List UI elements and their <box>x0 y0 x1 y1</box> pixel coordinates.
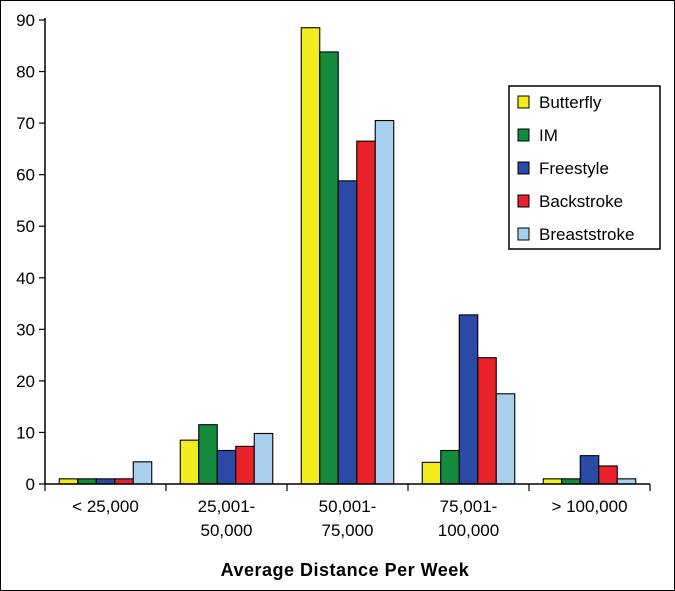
y-tick-label: 90 <box>16 11 35 30</box>
y-tick-label: 10 <box>16 423 35 442</box>
bar-butterfly-3 <box>300 27 321 485</box>
bar-breaststroke-5 <box>616 478 637 485</box>
bar-backstroke-4 <box>477 357 497 485</box>
y-tick-label: 50 <box>16 217 35 236</box>
bar-breaststroke-1 <box>132 461 153 485</box>
x-tick-label: 25,001- <box>198 497 256 516</box>
bar-backstroke-2 <box>235 445 255 485</box>
legend-swatch-freestyle <box>517 161 530 175</box>
legend-swatch-im <box>517 128 530 142</box>
bar-backstroke-5 <box>598 465 618 485</box>
bar-freestyle-2 <box>216 449 237 485</box>
bar-freestyle-1 <box>95 478 116 485</box>
bar-im-3 <box>319 51 339 485</box>
legend-swatch-breaststroke <box>517 227 530 241</box>
bar-im-1 <box>77 478 97 485</box>
x-tick-label: 75,000 <box>322 521 374 540</box>
x-tick-label: > 100,000 <box>551 497 627 516</box>
bar-backstroke-3 <box>356 140 376 485</box>
legend-label-butterfly: Butterfly <box>539 93 602 112</box>
bar-butterfly-1 <box>58 478 79 485</box>
x-tick-label: 75,001- <box>440 497 498 516</box>
bar-butterfly-4 <box>421 461 442 485</box>
y-tick-label: 20 <box>16 372 35 391</box>
legend-swatch-butterfly <box>517 95 530 109</box>
legend-label-breaststroke: Breaststroke <box>539 225 634 244</box>
x-axis-title: Average Distance Per Week <box>221 560 470 580</box>
bar-breaststroke-3 <box>374 119 395 485</box>
bar-freestyle-3 <box>337 180 358 485</box>
legend-label-im: IM <box>539 126 558 145</box>
bar-freestyle-4 <box>458 314 479 485</box>
x-tick-label: 100,000 <box>438 521 499 540</box>
bar-im-2 <box>198 424 218 485</box>
y-tick-label: 40 <box>16 269 35 288</box>
legend-label-backstroke: Backstroke <box>539 192 623 211</box>
bar-backstroke-1 <box>114 478 134 485</box>
x-tick-label: < 25,000 <box>72 497 139 516</box>
bar-im-5 <box>561 478 581 485</box>
bar-butterfly-5 <box>542 478 563 485</box>
x-tick-label: 50,001- <box>319 497 377 516</box>
bar-im-4 <box>440 449 460 485</box>
y-tick-label: 30 <box>16 320 35 339</box>
legend-swatch-backstroke <box>517 194 530 208</box>
legend-label-freestyle: Freestyle <box>539 159 609 178</box>
bar-breaststroke-4 <box>495 393 516 485</box>
y-tick-label: 70 <box>16 114 35 133</box>
y-tick-label: 80 <box>16 63 35 82</box>
legend-box <box>508 85 661 250</box>
x-tick-label: 50,000 <box>201 521 253 540</box>
bar-freestyle-5 <box>579 455 600 485</box>
y-tick-label: 0 <box>26 475 35 494</box>
bar-butterfly-2 <box>179 439 200 485</box>
y-tick-label: 60 <box>16 166 35 185</box>
bar-breaststroke-2 <box>253 432 274 485</box>
